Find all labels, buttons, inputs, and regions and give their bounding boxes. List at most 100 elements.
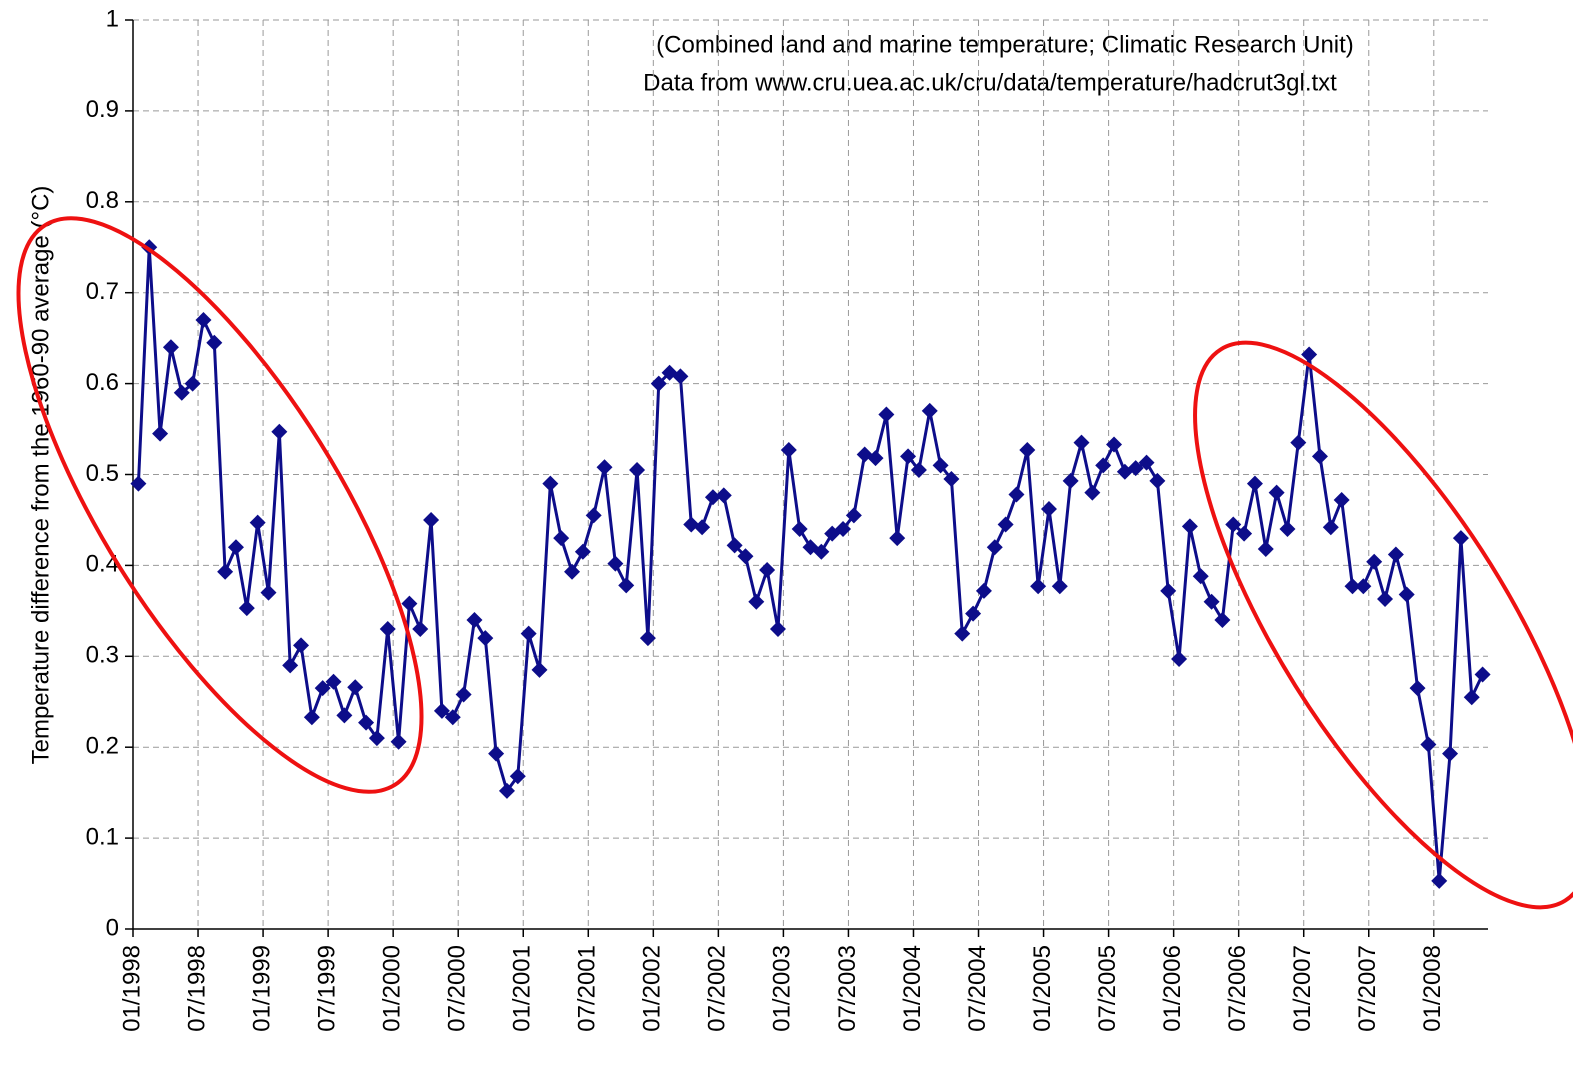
data-point [271, 423, 288, 440]
x-tick-label: 07/2000 [444, 945, 471, 1032]
data-point [282, 657, 299, 674]
x-tick-label: 07/2005 [1094, 945, 1121, 1032]
data-point [769, 621, 786, 638]
data-point [574, 543, 591, 560]
data-point [954, 625, 971, 642]
data-point [1377, 591, 1394, 608]
x-tick-label: 01/2008 [1419, 945, 1446, 1032]
data-point [1192, 568, 1209, 585]
data-point [878, 406, 895, 423]
data-point [748, 593, 765, 610]
data-point [845, 507, 862, 524]
data-point [1355, 578, 1372, 595]
data-point [910, 461, 927, 478]
data-point [1474, 666, 1491, 683]
x-tick-label: 07/1998 [183, 945, 210, 1032]
data-point [293, 637, 310, 654]
data-point [1171, 651, 1188, 668]
data-point [759, 561, 776, 578]
data-point [900, 448, 917, 465]
data-point [791, 521, 808, 538]
data-point [1398, 586, 1415, 603]
y-tick-label: 0.1 [86, 823, 119, 850]
data-point [1366, 553, 1383, 570]
data-point [1301, 346, 1318, 363]
data-point [1322, 519, 1339, 536]
data-point [1225, 516, 1242, 533]
x-tick-label: 01/2000 [379, 945, 406, 1032]
data-point [1387, 546, 1404, 563]
data-point [531, 661, 548, 678]
data-point [921, 402, 938, 419]
data-point [1106, 436, 1123, 453]
data-point [477, 630, 494, 647]
y-tick-label: 0.7 [86, 278, 119, 305]
y-tick-label: 0.8 [86, 187, 119, 214]
data-point [314, 680, 331, 697]
y-tick-label: 0.6 [86, 369, 119, 396]
x-tick-label: 01/2003 [769, 945, 796, 1032]
data-point [390, 733, 407, 750]
data-point [780, 441, 797, 458]
data-point [607, 555, 624, 572]
data-point [217, 563, 234, 580]
x-tick-label: 07/2003 [834, 945, 861, 1032]
data-point [1127, 460, 1144, 477]
data-point [238, 600, 255, 617]
data-point [1138, 454, 1155, 471]
data-point [835, 521, 852, 538]
data-point [130, 475, 147, 492]
data-point [1409, 680, 1426, 697]
data-point [1008, 486, 1025, 503]
data-point [509, 768, 526, 785]
x-tick-label: 01/2007 [1289, 945, 1316, 1032]
data-point [498, 782, 515, 799]
data-point [997, 516, 1014, 533]
x-tick-label: 01/2002 [639, 945, 666, 1032]
data-point [1420, 736, 1437, 753]
data-point [1344, 578, 1361, 595]
data-point [1160, 582, 1177, 599]
y-tick-label: 1 [106, 5, 119, 32]
highlight-ellipse [16, 216, 424, 794]
annotation: Data from www.cru.uea.ac.uk/cru/data/tem… [643, 69, 1337, 96]
data-point [943, 471, 960, 488]
y-tick-label: 0.9 [86, 96, 119, 123]
x-tick-label: 01/1998 [118, 945, 145, 1032]
data-point [618, 577, 635, 594]
data-point [1333, 491, 1350, 508]
data-point [1149, 472, 1166, 489]
y-axis-label: Temperature difference from the 1960-90 … [27, 186, 54, 765]
data-point [1073, 434, 1090, 451]
data-point [1214, 611, 1231, 628]
data-point [444, 709, 461, 726]
data-point [1203, 593, 1220, 610]
data-point [1279, 521, 1296, 538]
data-point [1268, 484, 1285, 501]
data-point [1311, 448, 1328, 465]
data-point [466, 611, 483, 628]
data-point [715, 487, 732, 504]
x-tick-label: 01/2001 [509, 945, 536, 1032]
x-tick-label: 01/2005 [1029, 945, 1056, 1032]
data-point [1095, 457, 1112, 474]
data-point [173, 384, 190, 401]
data-point [629, 461, 646, 478]
data-point [683, 516, 700, 533]
data-point [585, 507, 602, 524]
data-point [726, 537, 743, 554]
data-point [975, 582, 992, 599]
data-point [347, 679, 364, 696]
data-point [303, 709, 320, 726]
data-point [412, 621, 429, 638]
y-tick-label: 0.3 [86, 642, 119, 669]
x-tick-label: 07/2006 [1224, 945, 1251, 1032]
data-point [1030, 578, 1047, 595]
data-point [1452, 530, 1469, 547]
data-point [152, 425, 169, 442]
data-point [694, 519, 711, 536]
data-point [813, 543, 830, 560]
data-point [1051, 578, 1068, 595]
x-tick-label: 07/1999 [313, 945, 340, 1032]
